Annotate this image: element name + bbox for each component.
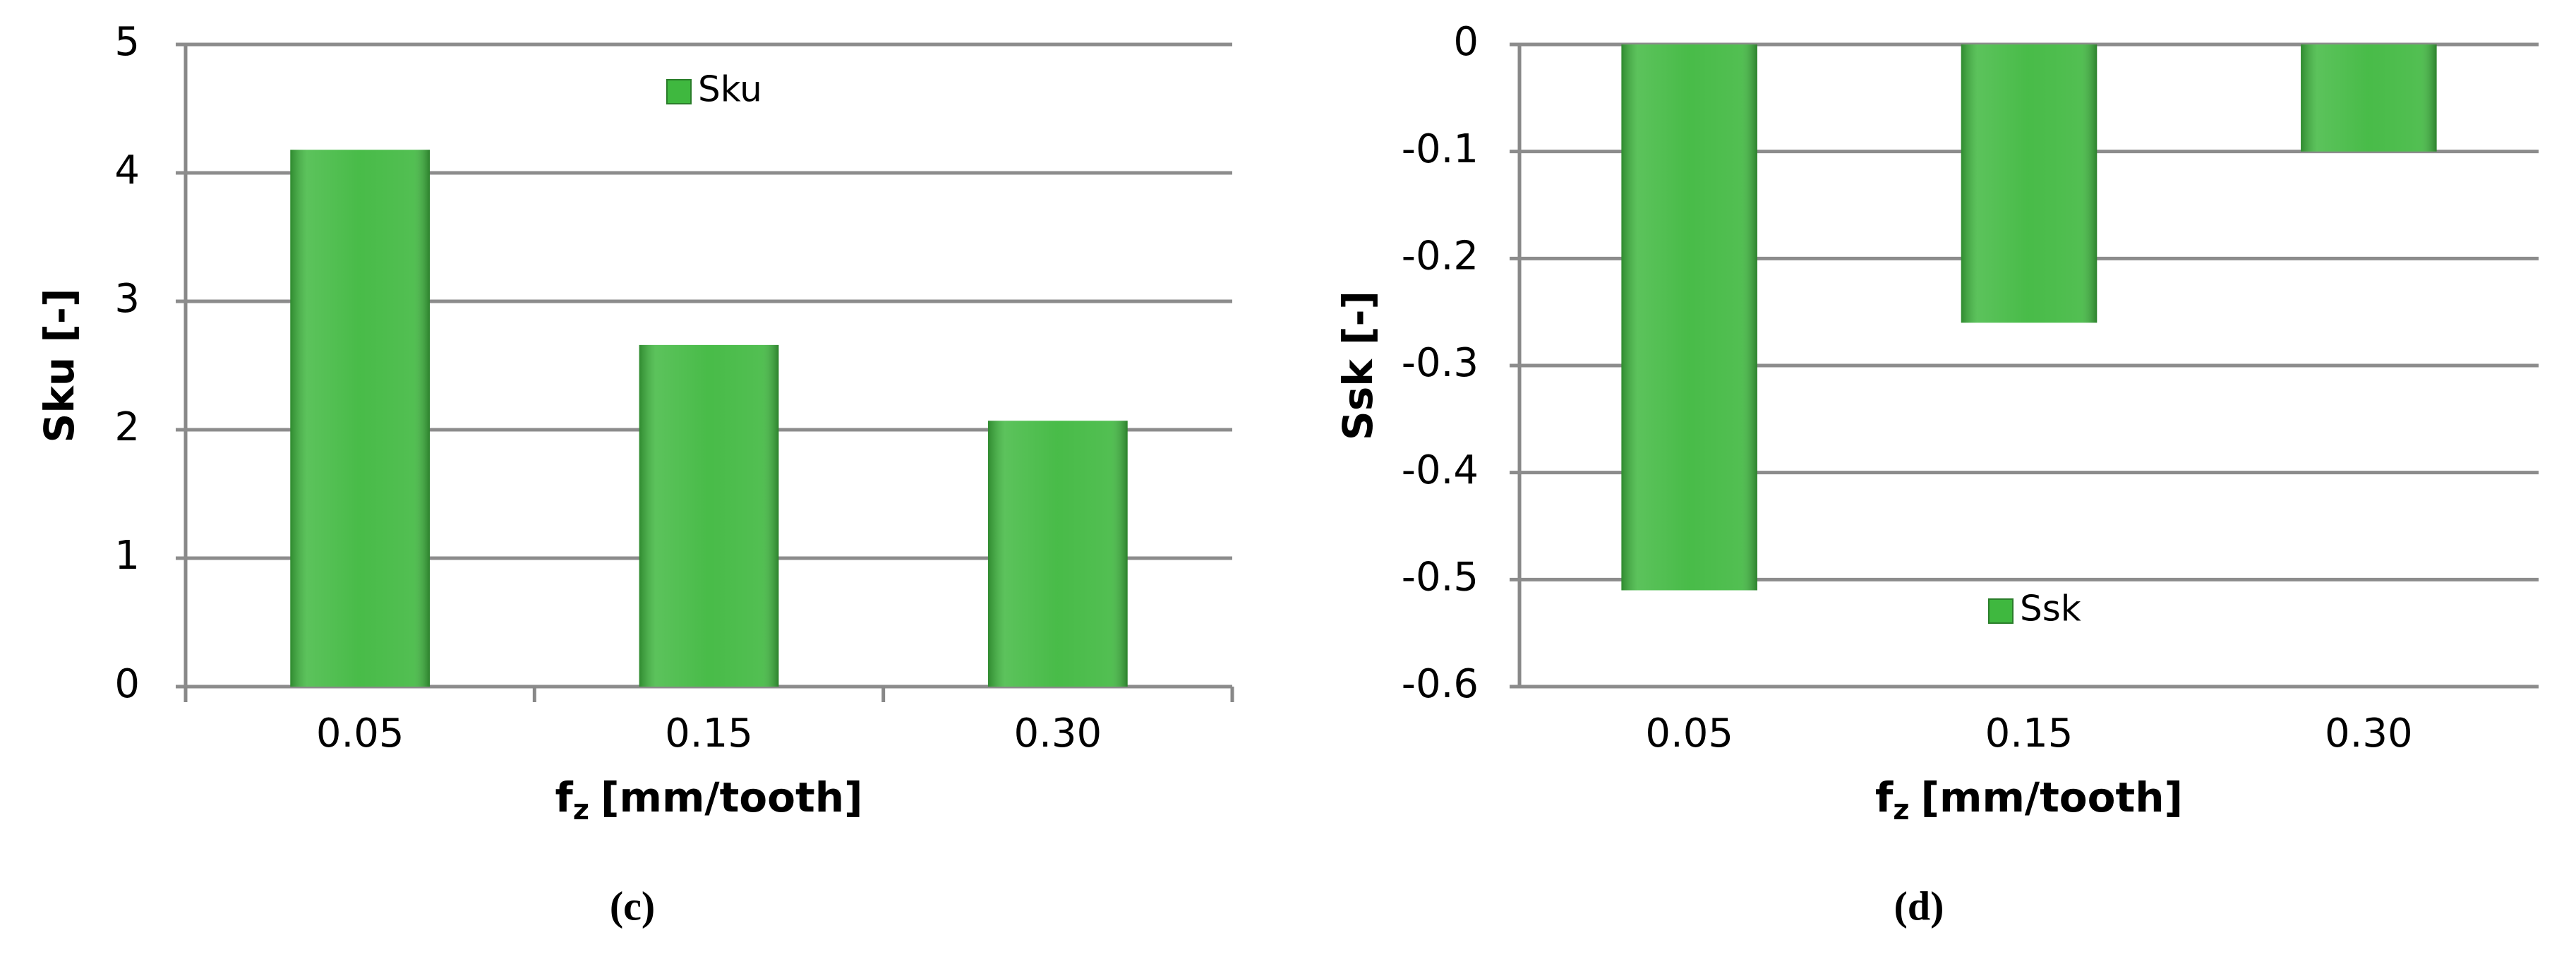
legend-swatch [666,79,692,104]
bar-shade [290,150,431,687]
x-tick-label: 0.15 [665,711,753,756]
x-tick-label: 0.05 [316,711,404,756]
x-tick-label: 0.30 [1013,711,1102,756]
x-axis-title-rest: [mm/tooth] [601,773,863,821]
y-tick-label: -0.4 [1402,447,1479,493]
y-tick-label: -0.5 [1402,554,1479,600]
legend-label: Sku [698,69,762,110]
y-tick-label: -0.1 [1402,126,1479,172]
y-tick-label: 3 [114,276,140,322]
x-axis-title-rest: [mm/tooth] [1921,773,2184,821]
y-tick-label: 4 [114,147,140,193]
y-tick-label: 1 [114,533,140,579]
x-tick-label: 0.15 [1985,711,2074,756]
y-axis-title: Sku [-] [35,289,83,443]
bar-shade [639,344,779,687]
y-tick-label: -0.2 [1402,233,1479,279]
x-axis-title: fz [mm/tooth] [1875,773,2183,826]
x-axis-title-base: f [555,773,573,821]
chart-caption: (d) [1894,883,1944,929]
x-tick-label: 0.05 [1645,711,1733,756]
y-tick-label: -0.6 [1402,661,1479,707]
y-tick-label: 5 [114,19,140,65]
y-tick-label: 2 [114,404,140,450]
y-axis-title: Ssk [-] [1334,291,1382,440]
bar-shade [987,421,1128,687]
y-tick-label: 0 [114,661,140,707]
x-tick-label: 0.30 [2325,711,2413,756]
bar-shade [1961,44,2097,323]
y-tick-label: 0 [1453,19,1479,65]
chart-caption: (c) [610,883,655,929]
legend-label: Ssk [2020,589,2081,629]
y-tick-label: -0.3 [1402,340,1479,386]
bar-shade [1621,44,1757,591]
x-axis-title: fz [mm/tooth] [555,773,862,826]
x-axis-title-base: f [1875,773,1894,821]
x-axis-title-subscript: z [1893,794,1909,826]
bar-shade [2301,44,2437,152]
legend-swatch [1988,598,2014,624]
x-axis-title-subscript: z [573,794,589,826]
